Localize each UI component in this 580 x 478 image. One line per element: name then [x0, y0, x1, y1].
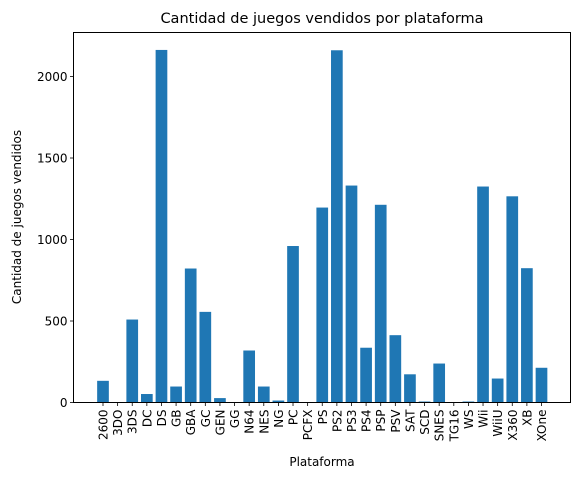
bar-3DS: [126, 319, 139, 403]
bar-GB: [170, 386, 182, 403]
x-tick-label-3DO: 3DO: [111, 410, 125, 436]
y-tick-label-2000: 2000: [37, 70, 68, 84]
y-axis-label: Cantidad de juegos vendidos: [10, 130, 24, 304]
y-tick-label-1000: 1000: [37, 233, 68, 247]
x-tick-label-X360: X360: [506, 410, 520, 441]
bar-PS: [316, 207, 329, 403]
x-tick-label-SCD: SCD: [418, 410, 432, 435]
bar-SNES: [433, 363, 446, 403]
bar-PS2: [331, 50, 343, 403]
y-tick-label-1500: 1500: [37, 152, 68, 166]
bar-SAT: [404, 374, 416, 403]
bar-PS3: [345, 185, 358, 403]
x-tick-label-GEN: GEN: [213, 410, 227, 436]
x-tick-label-GB: GB: [170, 410, 184, 428]
y-tick-label-0: 0: [60, 396, 68, 410]
bar-PS4: [360, 347, 372, 403]
bar-DS: [155, 49, 168, 403]
x-tick-label-2600: 2600: [97, 410, 111, 441]
x-tick-label-GG: GG: [228, 410, 242, 429]
x-tick-label-XB: XB: [520, 410, 534, 426]
bar-GBA: [184, 268, 197, 403]
bar-XB: [521, 268, 533, 403]
x-tick-label-PSP: PSP: [374, 410, 388, 432]
x-tick-label-3DS: 3DS: [126, 410, 140, 435]
bar-NES: [257, 386, 270, 403]
x-tick-label-Wii: Wii: [477, 410, 491, 428]
bar-XOne: [535, 367, 548, 403]
x-tick-label-SAT: SAT: [403, 409, 417, 432]
bar-NG: [272, 400, 285, 403]
bar-Wii: [477, 186, 489, 403]
bar-DC: [141, 394, 153, 403]
bar-X360: [506, 196, 519, 403]
bar-PC: [287, 246, 299, 403]
x-tick-label-GBA: GBA: [184, 409, 198, 436]
x-tick-label-DS: DS: [155, 410, 169, 427]
bars-group: [97, 49, 548, 403]
x-tick-label-SNES: SNES: [433, 410, 447, 442]
x-tick-label-PS2: PS2: [330, 410, 344, 433]
bar-PSP: [374, 204, 387, 403]
bar-PSV: [389, 335, 402, 403]
x-tick-label-PC: PC: [287, 410, 301, 426]
bar-WiiU: [491, 378, 504, 403]
x-tick-label-PSV: PSV: [389, 409, 403, 433]
bar-2600: [97, 380, 109, 403]
bar-N64: [243, 350, 256, 403]
x-tick-label-WiiU: WiiU: [491, 410, 505, 437]
x-tick-label-TG16: TG16: [447, 410, 461, 443]
bar-GC: [199, 311, 212, 403]
plot-frame: [73, 32, 571, 403]
x-tick-label-PS3: PS3: [345, 410, 359, 433]
x-tick-label-WS: WS: [462, 410, 476, 429]
x-axis-label: Plataforma: [289, 455, 354, 469]
x-tick-label-N64: N64: [243, 410, 257, 434]
y-axis-ticks: 0 500 1000 1500 2000: [37, 70, 74, 410]
x-tick-label-NES: NES: [257, 410, 271, 434]
x-tick-label-XOne: XOne: [535, 410, 549, 442]
x-tick-label-PS4: PS4: [360, 410, 374, 433]
bar-GEN: [214, 398, 226, 403]
y-tick-label-500: 500: [45, 315, 68, 329]
x-tick-label-PCFX: PCFX: [301, 410, 315, 441]
x-tick-label-NG: NG: [272, 410, 286, 428]
x-tick-label-DC: DC: [140, 410, 154, 428]
x-tick-label-GC: GC: [199, 410, 213, 428]
chart-title: Cantidad de juegos vendidos por platafor…: [160, 11, 483, 27]
x-axis-ticks: 2600 3DO 3DS DC DS GB GBA GC GEN GG N64 NES NG PC PCFX…: [97, 402, 549, 443]
x-tick-label-PS: PS: [316, 410, 330, 425]
